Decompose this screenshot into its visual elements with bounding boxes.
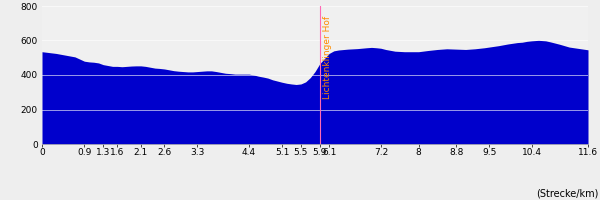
Text: Lichtenklinger Hof: Lichtenklinger Hof [323,16,332,99]
X-axis label: (Strecke/km): (Strecke/km) [536,188,599,198]
